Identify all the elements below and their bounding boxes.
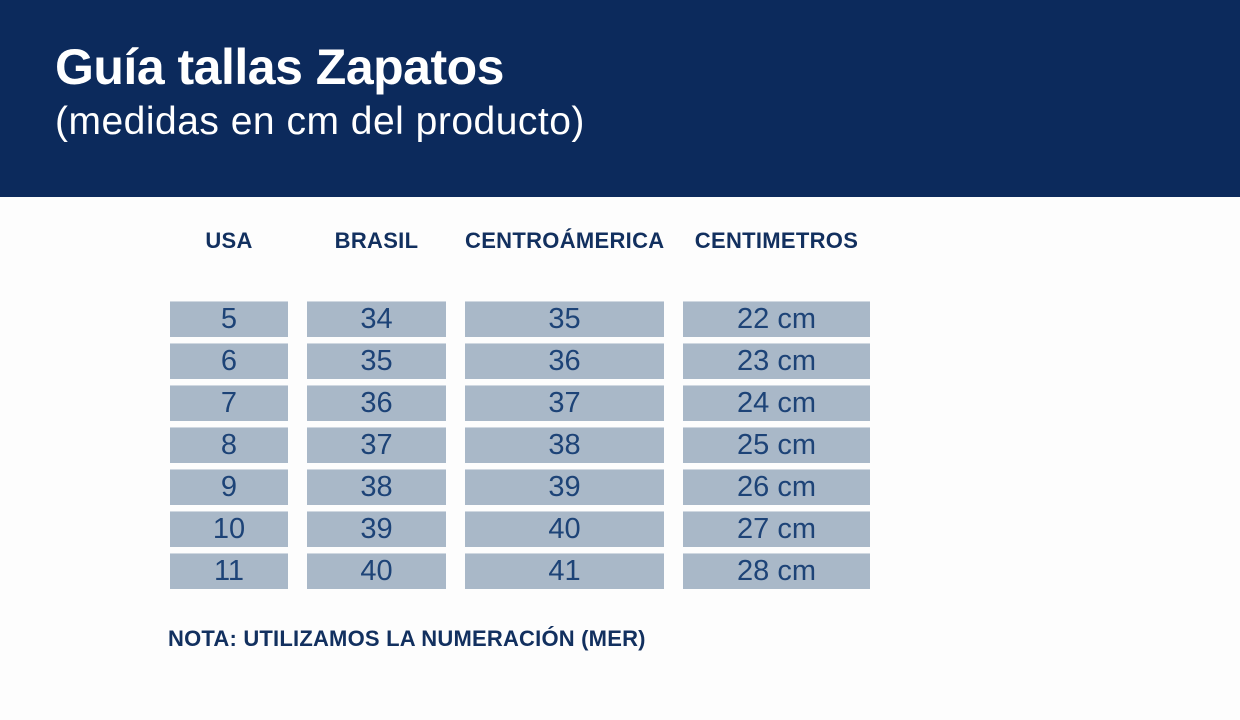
size-cell: 39 [465, 469, 664, 505]
size-cell: 6 [170, 343, 288, 379]
size-cell: 8 [170, 427, 288, 463]
size-cell: 38 [307, 469, 446, 505]
size-cell: 41 [465, 553, 664, 589]
size-cell: 40 [307, 553, 446, 589]
size-cell: 7 [170, 385, 288, 421]
size-cell: 38 [465, 427, 664, 463]
size-table: 5 34 35 22 cm 6 35 36 23 cm 7 36 37 24 cm 8 37 38 25 cm… [170, 301, 870, 589]
size-cell: 25 cm [683, 427, 870, 463]
size-cell: 5 [170, 301, 288, 337]
size-cell: 26 cm [683, 469, 870, 505]
size-cell: 23 cm [683, 343, 870, 379]
header-band: Guía tallas Zapatos (medidas en cm del p… [0, 0, 1240, 197]
size-cell: 10 [170, 511, 288, 547]
size-cell: 37 [307, 427, 446, 463]
page-subtitle: (medidas en cm del producto) [55, 100, 585, 143]
size-cell: 11 [170, 553, 288, 589]
size-cell: 35 [307, 343, 446, 379]
column-header-brasil: BRASIL [334, 228, 419, 253]
size-cell: 9 [170, 469, 288, 505]
size-cell: 35 [465, 301, 664, 337]
size-cell: 22 cm [683, 301, 870, 337]
page-title: Guía tallas Zapatos [55, 39, 504, 95]
size-cell: 27 cm [683, 511, 870, 547]
size-cell: 39 [307, 511, 446, 547]
size-cell: 36 [465, 343, 664, 379]
size-cell: 36 [307, 385, 446, 421]
size-cell: 24 cm [683, 385, 870, 421]
column-header-centroámerica: CENTROÁMERICA [465, 228, 665, 253]
size-cell: 37 [465, 385, 664, 421]
column-header-centimetros: CENTIMETROS [694, 228, 859, 253]
column-header-usa: USA [205, 228, 253, 253]
footnote: NOTA: UTILIZAMOS LA NUMERACIÓN (MER) [168, 626, 646, 651]
size-cell: 40 [465, 511, 664, 547]
size-cell: 28 cm [683, 553, 870, 589]
size-cell: 34 [307, 301, 446, 337]
table-column-headers: USA BRASIL CENTROÁMERICA CENTIMETROS [170, 228, 870, 254]
